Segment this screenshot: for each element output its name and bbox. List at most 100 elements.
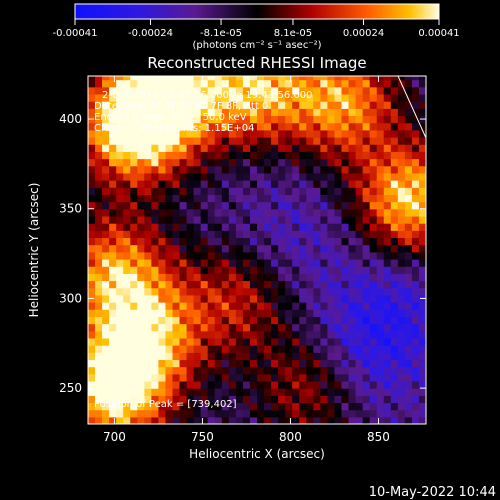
heatmap-cell bbox=[264, 144, 272, 152]
heatmap-cell bbox=[151, 115, 160, 124]
heatmap-cell bbox=[137, 294, 145, 303]
heatmap-cell bbox=[292, 158, 300, 167]
heatmap-cell bbox=[172, 129, 181, 138]
heatmap-cell bbox=[278, 345, 286, 353]
heatmap-cell bbox=[158, 79, 167, 88]
heatmap-cell bbox=[172, 244, 181, 253]
heatmap-cell bbox=[221, 93, 230, 102]
heatmap-cell bbox=[306, 388, 314, 396]
heatmap-cell bbox=[355, 352, 364, 361]
heatmap-cell bbox=[123, 172, 131, 181]
heatmap-cell bbox=[249, 208, 258, 217]
heatmap-cell bbox=[383, 273, 392, 282]
heatmap-cell bbox=[228, 201, 237, 210]
heatmap-cell bbox=[123, 316, 131, 325]
heatmap-cell bbox=[334, 345, 343, 353]
heatmap-cell bbox=[109, 201, 117, 210]
heatmap-cell bbox=[123, 129, 131, 138]
heatmap-cell bbox=[348, 366, 357, 375]
heatmap-cell bbox=[271, 187, 279, 195]
heatmap-cell bbox=[257, 388, 265, 396]
heatmap-cell bbox=[348, 93, 357, 102]
heatmap-cell bbox=[130, 258, 138, 267]
heatmap-cell bbox=[313, 76, 321, 81]
heatmap-cell bbox=[123, 86, 131, 95]
heatmap-cell bbox=[165, 380, 174, 389]
heatmap-cell bbox=[341, 287, 350, 296]
heatmap-cell bbox=[411, 201, 420, 210]
heatmap-cell bbox=[123, 237, 131, 246]
heatmap-cell bbox=[418, 302, 426, 310]
heatmap-cell bbox=[172, 266, 181, 274]
heatmap-cell bbox=[348, 388, 357, 396]
heatmap-cell bbox=[418, 366, 426, 375]
heatmap-cell bbox=[186, 302, 195, 310]
heatmap-cell bbox=[313, 352, 321, 361]
heatmap-cell bbox=[200, 237, 209, 246]
heatmap-cell bbox=[369, 201, 378, 210]
heatmap-cell bbox=[404, 388, 413, 396]
heatmap-cell bbox=[207, 352, 216, 361]
heatmap-cell bbox=[278, 323, 286, 332]
heatmap-cell bbox=[179, 86, 188, 95]
heatmap-cell bbox=[355, 258, 364, 267]
heatmap-cell bbox=[137, 280, 145, 289]
heatmap-cell bbox=[228, 136, 237, 145]
heatmap-cell bbox=[355, 101, 364, 109]
heatmap-cell bbox=[144, 316, 152, 325]
heatmap-cell bbox=[151, 258, 160, 267]
heatmap-cell bbox=[390, 76, 399, 81]
heatmap-cell bbox=[214, 266, 223, 274]
heatmap-cell bbox=[299, 136, 307, 145]
heatmap-cell bbox=[264, 258, 272, 267]
heatmap-cell bbox=[109, 208, 117, 217]
heatmap-cell bbox=[137, 180, 145, 188]
heatmap-cell bbox=[320, 79, 329, 88]
heatmap-cell bbox=[249, 122, 258, 131]
heatmap-cell bbox=[355, 294, 364, 303]
heatmap-cell bbox=[306, 108, 314, 117]
heatmap-cell bbox=[221, 373, 230, 382]
heatmap-cell bbox=[228, 373, 237, 382]
heatmap-cell bbox=[334, 251, 343, 260]
heatmap-cell bbox=[158, 151, 167, 160]
heatmap-cell bbox=[404, 352, 413, 361]
heatmap-cell bbox=[130, 115, 138, 124]
heatmap-cell bbox=[214, 244, 223, 253]
heatmap-cell bbox=[88, 380, 96, 389]
heatmap-cell bbox=[348, 208, 357, 217]
heatmap-cell bbox=[376, 416, 385, 424]
heatmap-cell bbox=[249, 388, 258, 396]
heatmap-cell bbox=[397, 294, 406, 303]
heatmap-cell bbox=[95, 323, 103, 332]
heatmap-cell bbox=[418, 230, 426, 239]
heatmap-cell bbox=[271, 309, 279, 317]
heatmap-cell bbox=[242, 208, 251, 217]
heatmap-cell bbox=[313, 273, 321, 282]
heatmap-cell bbox=[200, 136, 209, 145]
heatmap-cell bbox=[306, 330, 314, 339]
heatmap-cell bbox=[165, 395, 174, 404]
heatmap-cell bbox=[88, 129, 96, 138]
heatmap-cell bbox=[327, 337, 336, 346]
heatmap-cell bbox=[109, 330, 117, 339]
heatmap-cell bbox=[235, 215, 244, 224]
heatmap-cell bbox=[123, 76, 131, 81]
heatmap-cell bbox=[228, 129, 237, 138]
heatmap-cell bbox=[264, 208, 272, 217]
heatmap-cell bbox=[257, 251, 265, 260]
heatmap-cell bbox=[376, 165, 385, 174]
heatmap-cell bbox=[355, 108, 364, 117]
heatmap-cell bbox=[221, 208, 230, 217]
heatmap-cell bbox=[158, 330, 167, 339]
heatmap-cell bbox=[285, 309, 293, 317]
heatmap-cell bbox=[313, 366, 321, 375]
heatmap-cell bbox=[200, 294, 209, 303]
heatmap-cell bbox=[404, 244, 413, 253]
heatmap-cell bbox=[137, 136, 145, 145]
heatmap-cell bbox=[137, 359, 145, 368]
heatmap-cell bbox=[88, 302, 96, 310]
heatmap-cell bbox=[292, 273, 300, 282]
heatmap-cell bbox=[137, 194, 145, 203]
heatmap-cell bbox=[179, 237, 188, 246]
